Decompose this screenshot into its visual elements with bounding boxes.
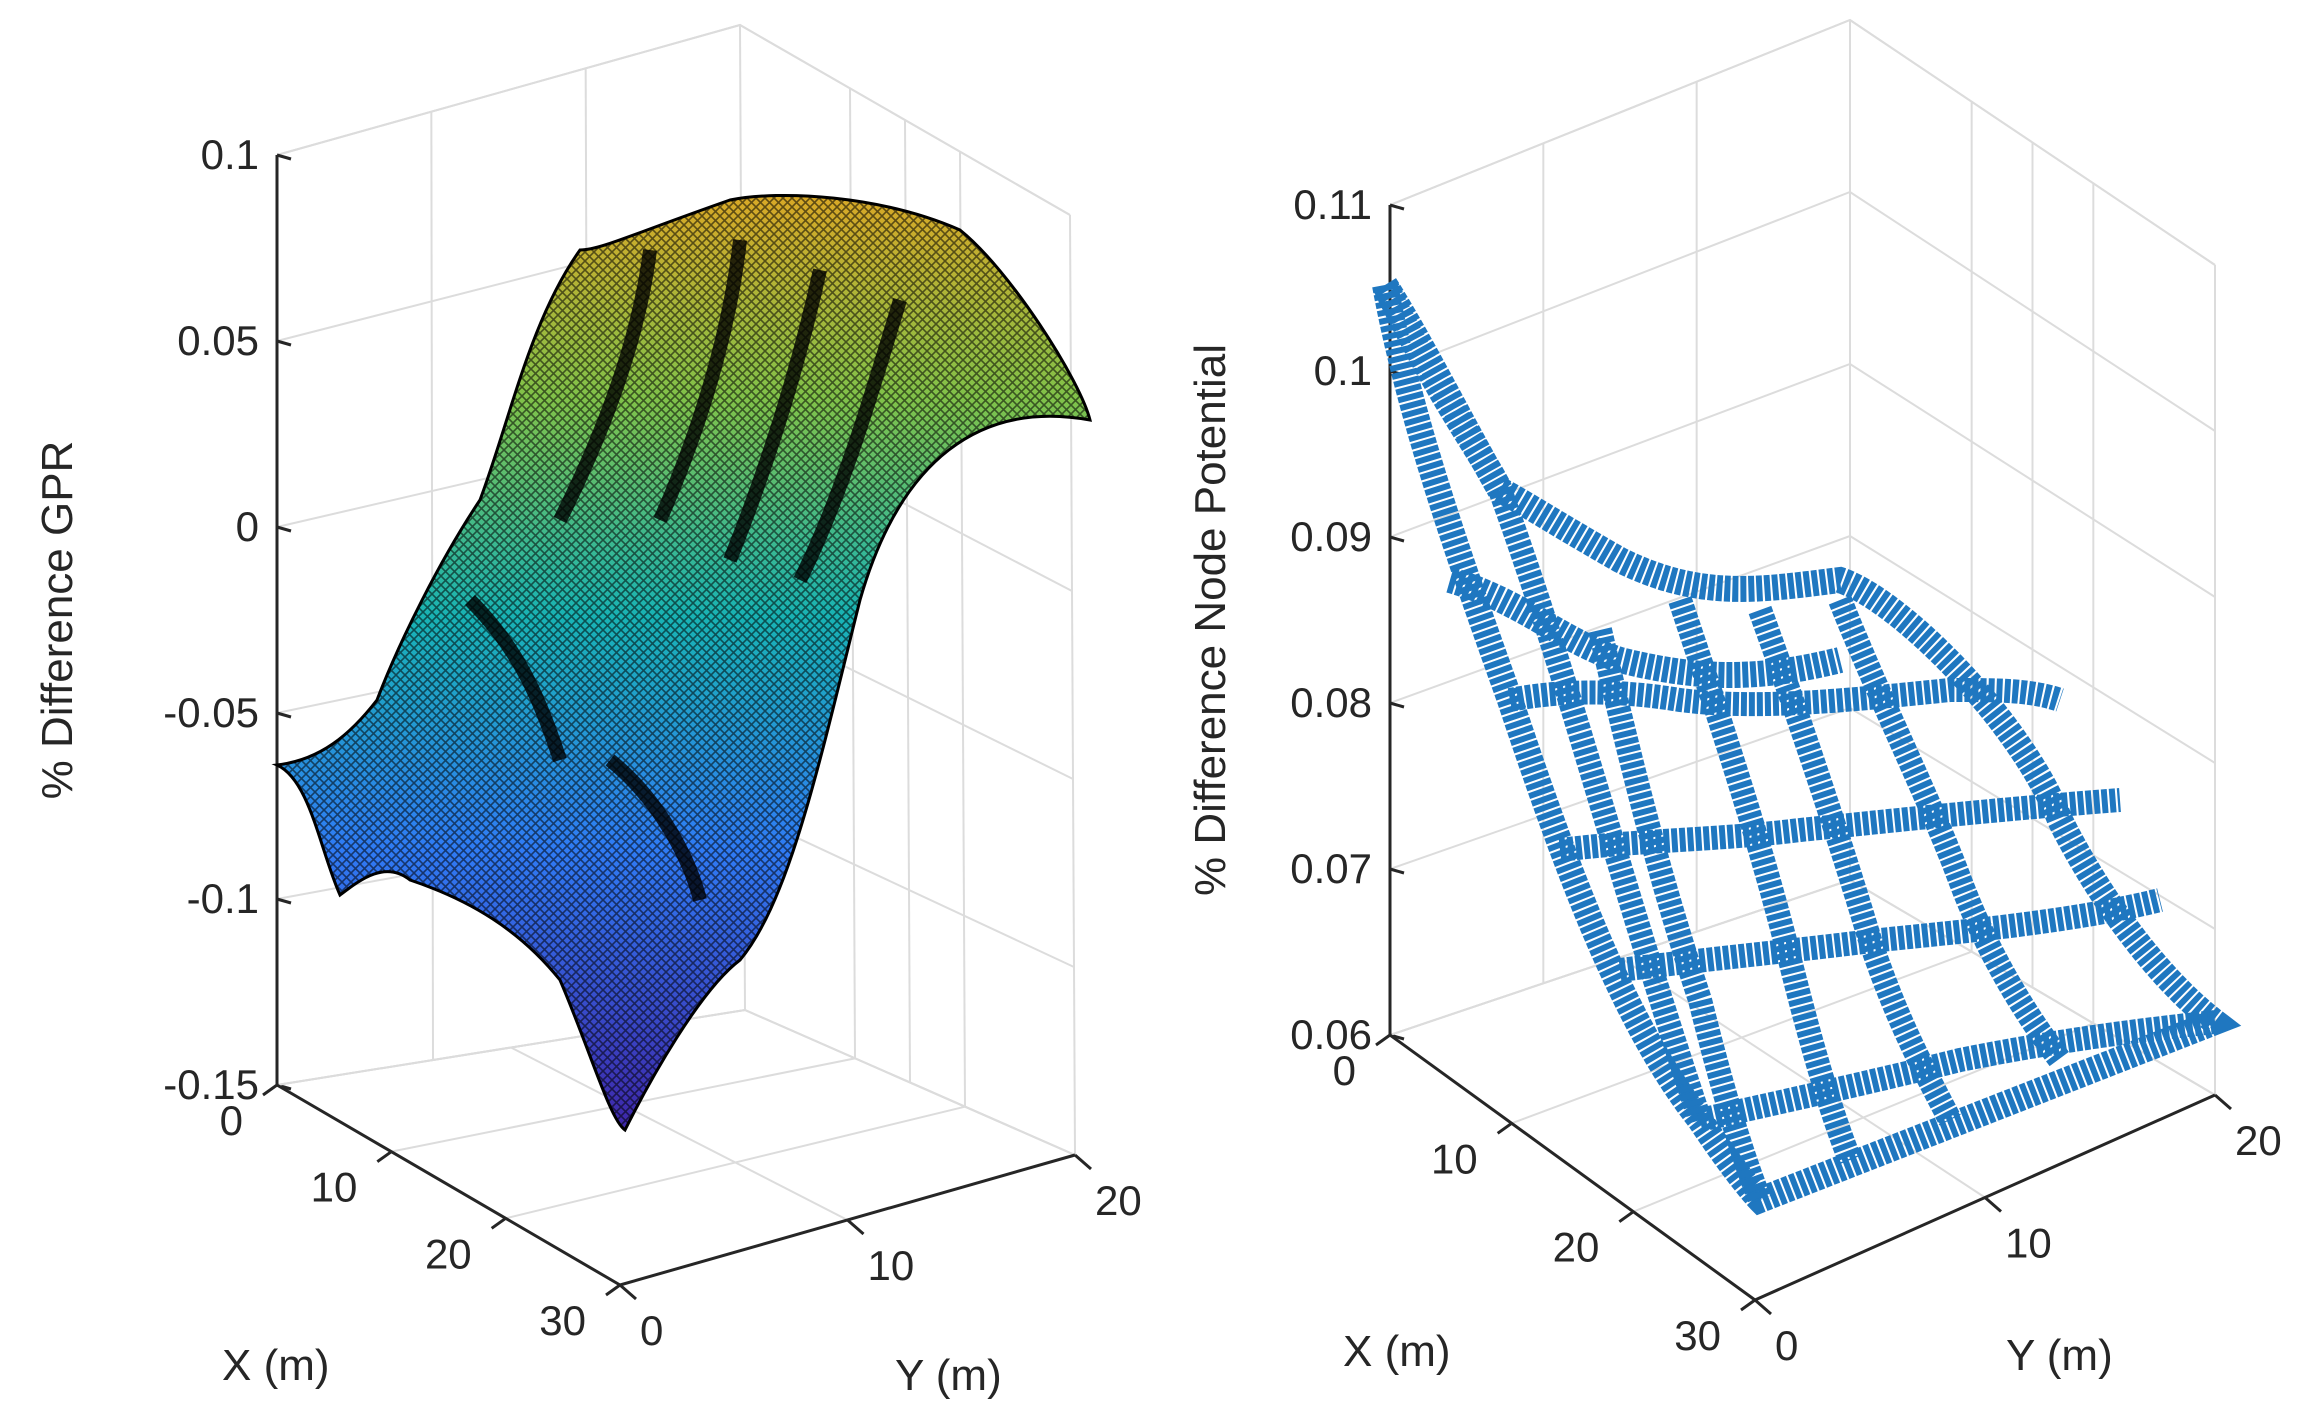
right-y-tick-mark xyxy=(1984,1196,2002,1213)
left-z-tick-label: -0.15 xyxy=(163,1061,259,1108)
node-mesh-inner-boundary xyxy=(1373,278,1844,688)
node-mesh-line xyxy=(1618,888,2163,982)
left-x-tick-label: 0 xyxy=(220,1097,243,1144)
right-z-tick-label: 0.1 xyxy=(1314,347,1372,394)
right-x-axis xyxy=(1389,1033,1756,1302)
right-z-tick-mark xyxy=(1389,203,1405,211)
left-y-tick-label: 0 xyxy=(640,1307,663,1354)
node-mesh-line xyxy=(1558,788,2121,862)
left-z-tick-label: 0.05 xyxy=(177,317,259,364)
left-y-tick-mark xyxy=(846,1218,865,1236)
left-x-tick-mark xyxy=(605,1283,621,1297)
left-x-tick-label: 10 xyxy=(311,1164,358,1211)
left-x-tick-label: 30 xyxy=(539,1297,586,1344)
right-x-tick-label: 10 xyxy=(1431,1135,1478,1182)
right-z-tick-mark xyxy=(1389,867,1405,875)
right-x-tick-label: 30 xyxy=(1674,1312,1721,1359)
node-mesh-line xyxy=(1828,595,2070,1068)
left-x-axis xyxy=(276,1083,621,1287)
left-y-tick-label: 20 xyxy=(1095,1177,1142,1224)
left-z-tick-mark xyxy=(276,525,292,533)
right-z-axis-label: % Difference Node Potential xyxy=(1186,344,1235,896)
right-z-tick-label: 0.06 xyxy=(1290,1011,1372,1058)
left-z-tick-label: 0.1 xyxy=(201,131,259,178)
right-y-tick-label: 10 xyxy=(2005,1220,2052,1267)
left-x-tick-label: 20 xyxy=(425,1230,472,1277)
left-x-tick-mark xyxy=(490,1217,507,1230)
right-x-tick-mark xyxy=(1496,1122,1513,1135)
right-z-tick-label: 0.11 xyxy=(1293,181,1372,228)
node-mesh-line xyxy=(1668,596,1862,1165)
left-z-tick-mark xyxy=(276,339,292,347)
left-z-axis-label: % Difference GPR xyxy=(33,441,82,800)
left-z-tick-label: 0 xyxy=(236,503,259,550)
right-y-tick-mark xyxy=(2214,1093,2232,1111)
right-x-tick-mark xyxy=(1618,1210,1635,1223)
right-z-tick-mark xyxy=(1389,535,1405,543)
left-y-tick-label: 10 xyxy=(868,1242,915,1289)
right-z-tick-label: 0.07 xyxy=(1290,845,1372,892)
left-z-tick-label: -0.1 xyxy=(187,875,259,922)
right-y-axis-label: Y (m) xyxy=(2006,1331,2113,1380)
gpr-surface xyxy=(271,193,1093,1133)
gpr-surface-shadows xyxy=(465,239,907,902)
left-z-tick-mark xyxy=(276,711,292,719)
right-z-tick-label: 0.09 xyxy=(1290,513,1372,560)
right-x-tick-label: 0 xyxy=(1333,1047,1356,1094)
node-mesh-line xyxy=(1488,485,1712,1124)
left-y-tick-mark xyxy=(619,1283,637,1301)
left-x-tick-mark xyxy=(376,1150,393,1163)
node-mesh-line xyxy=(1748,605,1961,1126)
right-z-tick-label: 0.08 xyxy=(1290,679,1372,726)
left-y-tick-mark xyxy=(1074,1153,1092,1171)
left-z-tick-label: -0.05 xyxy=(163,689,259,736)
node-mesh-line xyxy=(1588,627,1772,1205)
left-x-axis-label: X (m) xyxy=(222,1341,330,1390)
right-x-tick-label: 20 xyxy=(1553,1224,1600,1271)
right-x-tick-mark xyxy=(1740,1298,1756,1312)
right-y-tick-label: 20 xyxy=(2235,1117,2282,1164)
left-y-axis-label: Y (m) xyxy=(895,1351,1002,1400)
left-x-tick-mark xyxy=(262,1083,278,1097)
node-mesh-lines xyxy=(1488,485,2217,1205)
right-y-tick-label: 0 xyxy=(1775,1322,1798,1369)
node-mesh-line xyxy=(1697,1010,2217,1132)
left-z-tick-mark xyxy=(276,153,292,161)
right-x-axis-label: X (m) xyxy=(1343,1327,1451,1376)
right-x-tick-mark xyxy=(1375,1033,1391,1047)
right-z-tick-mark xyxy=(1389,701,1405,709)
node-mesh-outer-boundary xyxy=(1372,282,2242,1216)
gpr-surface-mesh xyxy=(277,195,1090,1131)
left-z-tick-mark xyxy=(276,897,292,905)
node-potential-mesh xyxy=(1372,278,2242,1216)
right-y-tick-mark xyxy=(1754,1298,1772,1316)
